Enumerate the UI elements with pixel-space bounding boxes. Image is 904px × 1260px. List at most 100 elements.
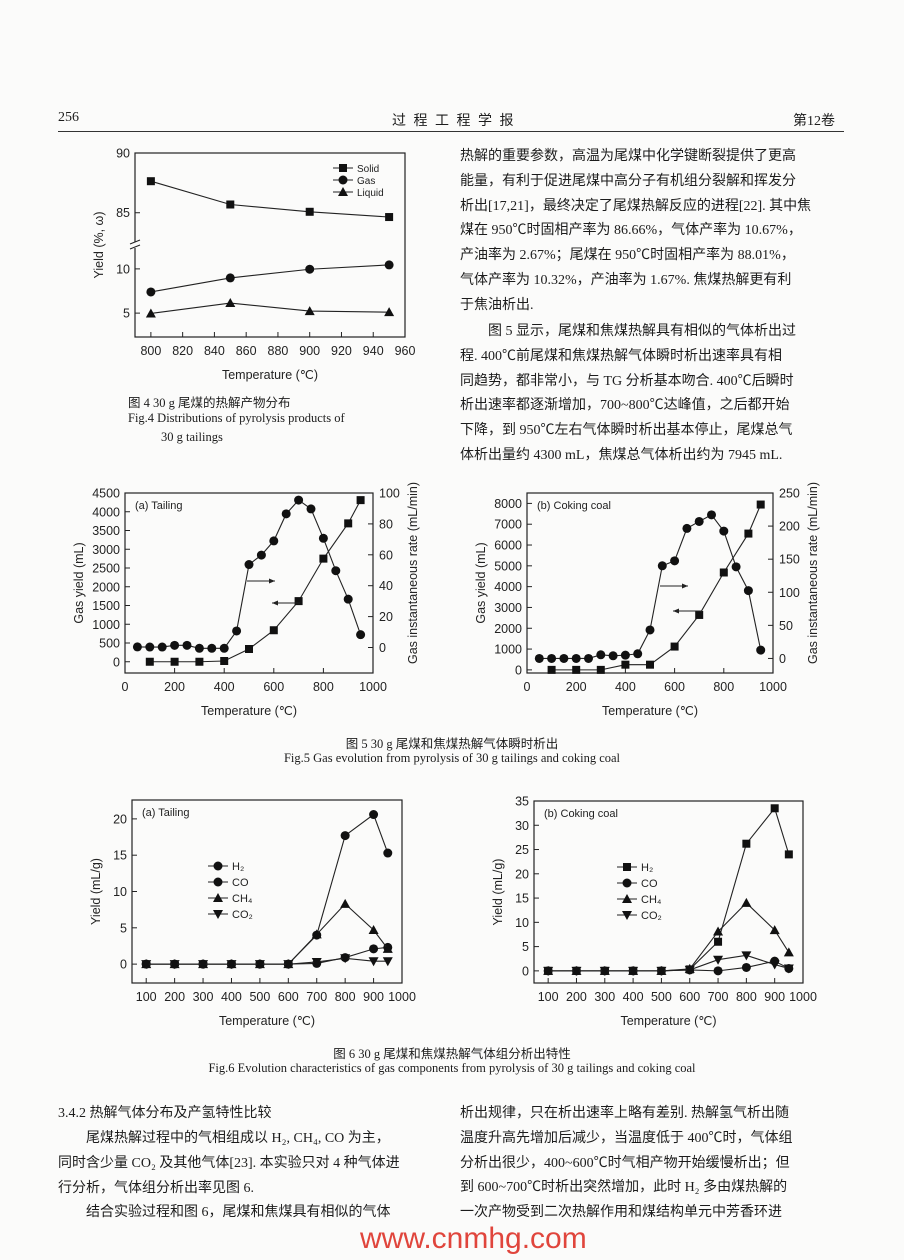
x-tick-label: 800 xyxy=(140,344,161,358)
series-2 xyxy=(145,298,395,318)
series-line xyxy=(551,504,762,671)
series-line xyxy=(146,957,388,965)
legend-item: CO xyxy=(208,877,249,889)
series-0 xyxy=(141,810,393,969)
data-point xyxy=(146,287,156,297)
y-right-tick-label: 150 xyxy=(779,553,800,567)
x-tick-label: 800 xyxy=(335,990,356,1004)
data-point xyxy=(769,960,780,970)
data-point xyxy=(157,642,167,652)
data-point xyxy=(713,955,724,965)
series-line xyxy=(150,302,390,315)
y-tick-label: 0 xyxy=(515,663,522,677)
data-point xyxy=(741,951,752,961)
data-point xyxy=(368,924,379,934)
x-tick-label: 100 xyxy=(538,990,559,1004)
data-point xyxy=(534,653,544,663)
data-point xyxy=(694,516,704,526)
x-tick-label: 800 xyxy=(713,680,734,694)
text-line: 分析出很少，400~600℃时气相产物开始缓慢析出；但 xyxy=(460,1155,790,1171)
data-point xyxy=(742,839,751,848)
header-rule xyxy=(58,131,844,132)
legend-label: CO₂ xyxy=(641,910,662,922)
data-point xyxy=(311,929,322,939)
data-point xyxy=(219,643,229,653)
series-1 xyxy=(141,942,393,969)
panel-label: (b) Coking coal xyxy=(544,808,618,820)
y-tick-label: 5 xyxy=(522,940,529,954)
data-point xyxy=(543,966,554,976)
legend-item: H₂ xyxy=(617,862,653,874)
text-line: 煤在 950℃时固相产率为 86.66%，气体产率为 10.67%， xyxy=(460,223,802,239)
y-tick-label: 2000 xyxy=(494,622,522,636)
legend-label: Solid xyxy=(357,164,379,175)
data-point xyxy=(195,657,204,666)
series-1 xyxy=(534,510,766,663)
x-tick-label: 600 xyxy=(679,990,700,1004)
legend-marker xyxy=(213,910,223,919)
data-point xyxy=(368,957,379,967)
series-1 xyxy=(543,956,794,976)
data-point xyxy=(547,665,556,674)
volume-label: 第12卷 xyxy=(793,114,835,129)
legend-item: H₂ xyxy=(208,861,244,873)
series-2 xyxy=(141,898,393,969)
y-tick-label: 20 xyxy=(113,812,127,826)
data-point xyxy=(244,560,254,570)
y-right-tick-label: 0 xyxy=(779,652,786,666)
data-point xyxy=(369,810,379,820)
legend-marker xyxy=(622,894,632,903)
x-tick-label: 100 xyxy=(136,990,157,1004)
data-point xyxy=(657,561,667,571)
series-0 xyxy=(544,804,793,975)
data-point xyxy=(684,965,695,975)
data-point xyxy=(783,964,794,974)
data-point xyxy=(547,653,557,663)
legend-marker xyxy=(622,911,632,920)
data-point xyxy=(306,504,316,514)
series-line xyxy=(548,960,790,972)
x-tick-label: 840 xyxy=(204,344,225,358)
data-point xyxy=(311,957,322,967)
data-point xyxy=(305,264,315,274)
series-3 xyxy=(543,951,794,976)
x-axis-label: Temperature (℃) xyxy=(602,704,698,718)
x-tick-label: 960 xyxy=(395,344,416,358)
legend-label: H₂ xyxy=(641,862,653,874)
data-point xyxy=(756,645,766,655)
panel-label: (b) Coking coal xyxy=(537,500,611,512)
y-tick-label: 15 xyxy=(113,849,127,863)
y-tick-label: 0 xyxy=(113,655,120,669)
y-right-tick-label: 100 xyxy=(779,586,800,600)
legend-marker xyxy=(338,187,348,196)
text-line: 到 600~700℃时析出突然增加，此时 H₂ 多由煤热解的 xyxy=(460,1180,788,1196)
x-tick-label: 400 xyxy=(623,990,644,1004)
x-tick-label: 500 xyxy=(651,990,672,1004)
data-point xyxy=(269,536,279,546)
y-tick-label: 15 xyxy=(515,892,529,906)
y-tick-label: 4000 xyxy=(494,580,522,594)
data-point xyxy=(628,966,639,976)
y-tick-label: 3500 xyxy=(92,524,120,538)
legend-item: CH₄ xyxy=(617,894,662,906)
data-point xyxy=(194,643,204,653)
journal-title: 过 程 工 程 学 报 xyxy=(392,114,516,129)
data-point xyxy=(783,947,794,957)
text-line: 热解的重要参数，高温为尾煤中化学键断裂提供了更高 xyxy=(460,149,796,164)
legend-marker xyxy=(338,175,348,185)
text-line: 程. 400℃前尾煤和焦煤热解气体瞬时析出速率具有相 xyxy=(460,348,782,364)
arrow-left-axis-head xyxy=(673,608,679,614)
data-point xyxy=(319,554,328,563)
series-3 xyxy=(141,954,393,970)
data-point xyxy=(220,657,229,665)
y-tick-label: 85 xyxy=(116,206,130,220)
x-tick-label: 880 xyxy=(268,344,289,358)
y-right-tick-label: 100 xyxy=(379,487,400,501)
y-tick-label: 5 xyxy=(123,307,130,321)
y-tick-label: 10 xyxy=(113,885,127,899)
text-line: 于焦油析出. xyxy=(460,297,534,313)
data-point xyxy=(356,496,365,505)
y-tick-label: 10 xyxy=(515,916,529,930)
